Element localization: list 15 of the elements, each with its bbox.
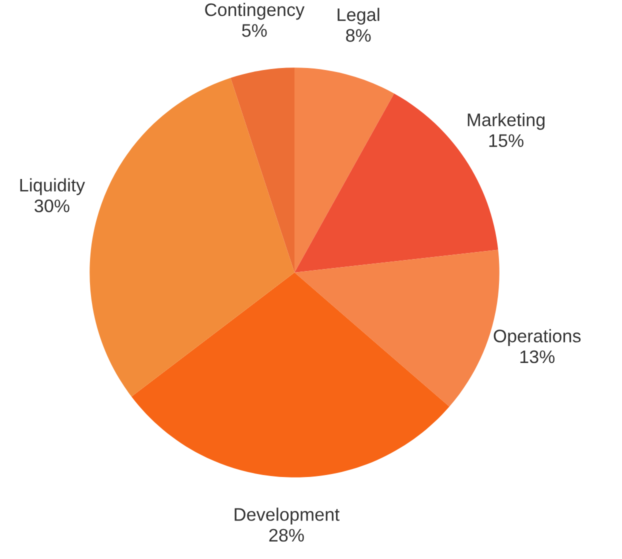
- data-label: 28%: [269, 528, 304, 542]
- slice-label: Legal: [338, 8, 380, 25]
- slice-label: Contingency: [205, 2, 305, 20]
- data-label: 15%: [489, 134, 524, 148]
- data-label: 13%: [520, 350, 555, 364]
- pie-slice: [131, 272, 450, 478]
- data-label: 30%: [34, 200, 70, 212]
- data-label: 5%: [242, 24, 267, 37]
- slice-label: Development: [234, 508, 340, 524]
- pie-slice: [230, 68, 295, 273]
- slice-label: Liquidity: [20, 178, 86, 196]
- slice-label: Marketing: [468, 113, 545, 130]
- pie-slice: [90, 78, 295, 397]
- data-label: 8%: [346, 29, 371, 42]
- slice-label: Operations: [494, 329, 581, 346]
